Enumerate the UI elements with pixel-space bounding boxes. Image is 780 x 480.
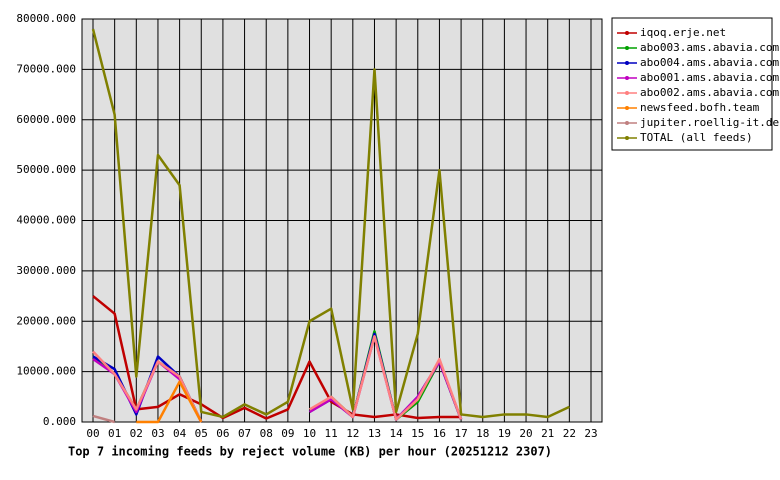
x-tick-label: 23 [584,427,597,440]
legend-label: iqoq.erje.net [640,26,726,39]
x-tick-label: 09 [281,427,294,440]
y-tick-label: 80000.000 [16,12,76,25]
legend-label: abo002.ams.abavia.com [640,86,779,99]
y-tick-label: 10000.000 [16,365,76,378]
x-tick-label: 03 [151,427,164,440]
x-tick-label: 15 [411,427,424,440]
x-tick-label: 16 [433,427,446,440]
legend-label: newsfeed.bofh.team [640,101,760,114]
y-tick-label: 50000.000 [16,163,76,176]
x-tick-label: 04 [173,427,187,440]
legend-label: abo003.ams.abavia.com [640,41,779,54]
series-line [92,414,115,424]
x-tick-label: 19 [498,427,511,440]
x-tick-label: 00 [86,427,99,440]
x-tick-label: 05 [195,427,208,440]
legend-label: abo001.ams.abavia.com [640,71,779,84]
x-tick-label: 10 [303,427,316,440]
x-tick-label: 08 [260,427,273,440]
x-tick-label: 13 [368,427,381,440]
x-tick-label: 01 [108,427,121,440]
legend-marker [625,76,629,80]
x-tick-label: 12 [346,427,359,440]
y-tick-label: 0.000 [43,415,76,428]
legend-marker [625,61,629,65]
y-tick-label: 20000.000 [16,314,76,327]
x-tick-label: 22 [563,427,576,440]
legend-label: TOTAL (all feeds) [640,131,753,144]
x-tick-label: 02 [130,427,143,440]
legend-marker [625,91,629,95]
legend-marker [625,46,629,50]
x-tick-label: 14 [390,427,404,440]
legend-marker [625,136,629,140]
x-tick-label: 20 [519,427,532,440]
legend-marker [625,31,629,35]
x-tick-label: 21 [541,427,554,440]
y-tick-label: 70000.000 [16,62,76,75]
legend-marker [625,106,629,110]
series-line [91,28,570,419]
legend-label: abo004.ams.abavia.com [640,56,779,69]
x-tick-label: 17 [454,427,467,440]
series-line [92,335,463,423]
legend [611,17,773,151]
series-line [136,380,203,424]
chart-title: Top 7 incoming feeds by reject volume (K… [68,445,552,459]
y-tick-label: 40000.000 [16,214,76,227]
x-tick-label: 06 [216,427,229,440]
y-tick-label: 60000.000 [16,113,76,126]
x-tick-label: 07 [238,427,251,440]
y-tick-label: 30000.000 [16,264,76,277]
x-tick-label: 11 [325,427,338,440]
legend-marker [625,121,629,125]
legend-label: jupiter.roellig-it.de [640,116,779,129]
x-tick-label: 18 [476,427,489,440]
